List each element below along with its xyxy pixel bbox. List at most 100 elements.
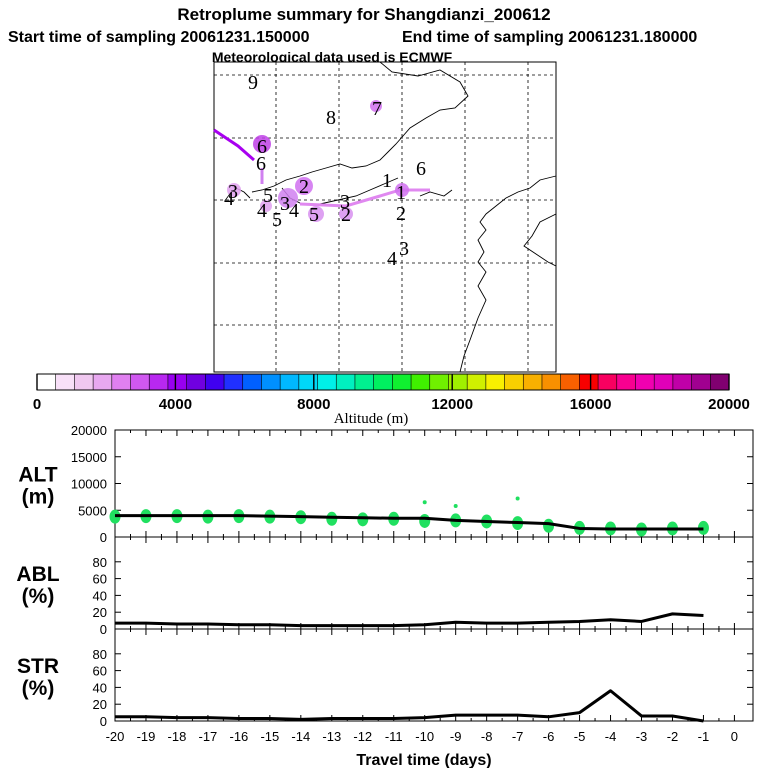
plume-blob — [253, 135, 271, 153]
y-tick-label: 20 — [93, 697, 107, 712]
map-day-label: 4 — [387, 248, 397, 270]
colorbar-swatch — [336, 374, 356, 390]
map-day-label: 2 — [396, 203, 406, 225]
plume-blob — [339, 207, 353, 221]
altitude-point — [422, 500, 427, 505]
colorbar-swatch — [523, 374, 543, 390]
series-line — [115, 514, 704, 531]
colorbar-swatch — [672, 374, 693, 390]
colorbar-swatch — [579, 374, 599, 390]
y-tick-label: 80 — [93, 647, 107, 662]
plume-blob — [278, 188, 298, 208]
y-tick-label: 15000 — [71, 450, 107, 465]
colorbar-swatch — [616, 374, 636, 390]
colorbar-swatch — [411, 374, 431, 390]
colorbar-swatch — [317, 374, 337, 390]
colorbar-swatch — [37, 374, 57, 390]
colorbar-swatch — [261, 374, 281, 390]
x-tick-label: -4 — [605, 729, 617, 744]
colorbar-swatch — [242, 374, 262, 390]
y-tick-label: 20 — [93, 605, 107, 620]
panel-ylabel: ALT — [18, 464, 57, 487]
panel-ylabel-unit: (%) — [22, 677, 55, 700]
x-tick-label: -12 — [353, 729, 372, 744]
colorbar-swatch — [485, 374, 506, 390]
y-tick-label: 0 — [100, 622, 107, 637]
colorbar-swatch — [167, 374, 188, 390]
map-day-label: 6 — [416, 158, 426, 180]
y-tick-label: 10000 — [71, 477, 107, 492]
colorbar-swatch — [448, 374, 468, 390]
map-day-label: 4 — [289, 200, 299, 222]
y-tick-label: 60 — [93, 572, 107, 587]
y-tick-label: 40 — [93, 680, 107, 695]
colorbar-swatch — [504, 374, 524, 390]
colorbar-tick-label: 8000 — [297, 396, 330, 413]
plume-blob — [295, 177, 313, 195]
colorbar-tick-label: 12000 — [431, 396, 473, 413]
colorbar-title: Altitude (m) — [334, 411, 409, 427]
end-time: End time of sampling 20061231.180000 — [402, 29, 697, 46]
colorbar-swatch — [93, 374, 113, 390]
colorbar-swatch — [224, 374, 244, 390]
x-tick-label: -6 — [543, 729, 555, 744]
map-day-label: 6 — [257, 136, 267, 158]
map-day-label: 8 — [326, 107, 336, 129]
colorbar-swatch — [560, 374, 580, 390]
y-tick-label: 60 — [93, 664, 107, 679]
x-tick-label: -3 — [636, 729, 648, 744]
x-tick-label: -18 — [168, 729, 187, 744]
colorbar-tick-label: 4000 — [159, 396, 192, 413]
map-day-label: 3 — [399, 238, 409, 260]
x-tick-label: -19 — [137, 729, 156, 744]
map-graticule — [214, 62, 556, 372]
y-tick-label: 80 — [93, 555, 107, 570]
map-day-label: 9 — [248, 72, 258, 94]
colorbar-swatch — [691, 374, 711, 390]
map-day-label: 7 — [372, 98, 382, 120]
altitude-colorbar: 0 4000 8000 12000 16000 20000 — [33, 373, 750, 413]
map-day-label: 3 — [340, 191, 350, 213]
altitude-point — [326, 511, 338, 526]
y-tick-label: 0 — [100, 530, 107, 545]
panel-alt: 0 5000 10000 15000 20000 ALT(m) — [18, 423, 754, 545]
x-tick-label: -20 — [106, 729, 125, 744]
colorbar-swatch — [55, 374, 75, 390]
panel-ylabel-unit: (m) — [22, 486, 55, 509]
map-day-label: 1 — [382, 170, 392, 192]
plume-blob — [395, 183, 409, 197]
y-tick-label: 0 — [100, 714, 107, 729]
panel-ylabel-unit: (%) — [22, 585, 55, 608]
colorbar-swatch — [429, 374, 449, 390]
map-day-label: 5 — [309, 204, 319, 226]
map-day-label: 3 — [228, 181, 238, 203]
x-tick-label: 0 — [731, 729, 738, 744]
panel-ylabel: ABL — [16, 563, 59, 586]
start-time: Start time of sampling 20061231.150000 — [8, 29, 310, 46]
map-day-label: 3 — [280, 193, 290, 215]
met-data-note: Meteorological data used is ECMWF — [212, 49, 453, 65]
y-tick-label: 20000 — [71, 423, 107, 438]
colorbar-tick-label: 0 — [33, 396, 41, 413]
altitude-point — [419, 513, 431, 528]
map-day-label: 1 — [396, 182, 406, 204]
map-frame — [213, 61, 557, 373]
colorbar-swatch — [392, 374, 412, 390]
map-day-label: 6 — [256, 153, 266, 175]
altitude-point — [515, 496, 520, 501]
x-tick-label: -14 — [291, 729, 310, 744]
colorbar-swatch — [635, 374, 655, 390]
colorbar-swatch — [74, 374, 94, 390]
colorbar-swatch — [373, 374, 393, 390]
colorbar-swatch — [111, 374, 132, 390]
x-tick-label: -7 — [512, 729, 524, 744]
colorbar-swatch — [149, 374, 169, 390]
colorbar-swatch — [467, 374, 487, 390]
x-tick-label: -11 — [385, 729, 403, 744]
track-east — [299, 188, 430, 208]
